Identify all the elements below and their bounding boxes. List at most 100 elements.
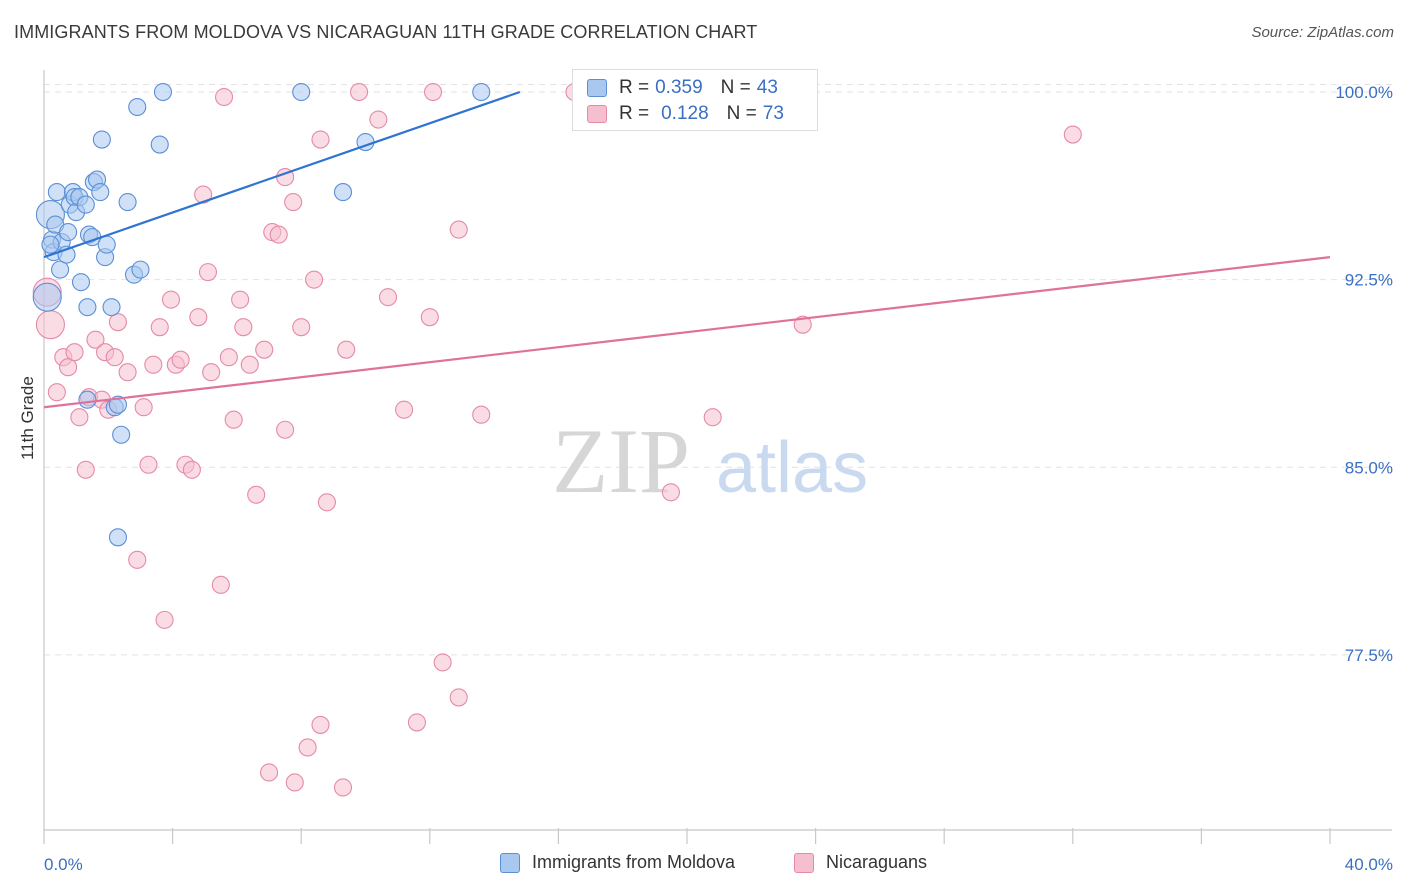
- point-nicaraguans: [433, 653, 452, 672]
- point-nicaraguans: [259, 763, 279, 782]
- legend-swatch-blue: [500, 852, 520, 873]
- point-nicaraguans: [407, 713, 426, 732]
- point-nicaraguans: [285, 773, 304, 792]
- trend-line-moldova: [43, 90, 521, 259]
- point-moldova: [97, 235, 116, 254]
- source-label: Source: ZipAtlas.com: [1251, 24, 1394, 41]
- x-tick-label: 0.0%: [44, 855, 83, 874]
- point-moldova: [472, 82, 491, 102]
- point-moldova: [112, 425, 131, 444]
- point-nicaraguans: [202, 363, 221, 382]
- point-moldova: [102, 298, 121, 317]
- point-nicaraguans: [276, 420, 295, 439]
- legend-r-value: 0.359: [655, 77, 703, 98]
- axes: [43, 70, 1392, 844]
- point-nicaraguans: [134, 398, 153, 417]
- point-nicaraguans: [182, 460, 201, 479]
- point-nicaraguans: [317, 493, 336, 512]
- legend-row-moldova: R = 0.359 N = 43: [587, 76, 778, 100]
- point-nicaraguans: [161, 290, 181, 309]
- point-moldova: [131, 260, 150, 279]
- point-moldova: [92, 130, 111, 149]
- point-nicaraguans: [65, 343, 84, 362]
- point-nicaraguans: [350, 82, 369, 102]
- point-nicaraguans: [59, 358, 78, 377]
- point-nicaraguans: [333, 778, 353, 797]
- y-axis-label: 11th Grade: [18, 376, 37, 460]
- point-nicaraguans: [423, 82, 443, 102]
- x-tick-label: 40.0%: [1345, 855, 1393, 874]
- point-nicaraguans: [311, 715, 330, 734]
- point-moldova: [118, 193, 137, 212]
- point-moldova: [91, 183, 110, 202]
- point-nicaraguans: [703, 408, 722, 427]
- series-legend: Immigrants from Moldova Nicaraguans: [0, 852, 1406, 878]
- point-nicaraguans: [420, 308, 439, 327]
- point-nicaraguans: [231, 290, 250, 309]
- point-nicaraguans: [337, 340, 356, 359]
- correlation-legend: R = 0.359 N = 43 R = 0.128 N = 73: [572, 69, 818, 131]
- point-nicaraguans: [378, 288, 398, 307]
- point-nicaraguans: [139, 455, 158, 474]
- legend-swatch-pink: [587, 105, 607, 123]
- y-tick-label: 77.5%: [1345, 646, 1393, 665]
- legend-swatch-pink: [794, 852, 814, 873]
- legend-row-nicaraguans: R = 0.128 N = 73: [587, 102, 784, 126]
- point-moldova: [150, 135, 169, 154]
- y-tick-label: 92.5%: [1345, 271, 1393, 290]
- point-nicaraguans: [298, 738, 317, 757]
- legend-n-value: 73: [762, 103, 784, 124]
- point-nicaraguans: [255, 340, 274, 359]
- point-nicaraguans: [198, 263, 218, 282]
- point-nicaraguans: [47, 383, 66, 402]
- y-tick-label: 85.0%: [1345, 458, 1393, 477]
- point-nicaraguans: [70, 408, 89, 427]
- point-nicaraguans: [369, 110, 388, 129]
- legend-label: Nicaraguans: [826, 852, 928, 872]
- point-nicaraguans: [144, 355, 163, 374]
- legend-item-nicaraguans[interactable]: Nicaraguans: [794, 852, 927, 873]
- point-nicaraguans: [219, 348, 238, 367]
- point-moldova: [333, 183, 353, 202]
- trend-lines: [43, 90, 1331, 409]
- point-moldova: [153, 82, 173, 102]
- legend-r-value: 0.128: [661, 103, 709, 124]
- point-nicaraguans: [108, 313, 127, 332]
- point-nicaraguans: [449, 688, 468, 707]
- point-nicaraguans: [171, 350, 190, 369]
- series-nicaraguans: [32, 82, 1082, 797]
- point-nicaraguans: [118, 363, 137, 382]
- point-nicaraguans: [155, 610, 174, 629]
- point-moldova: [128, 97, 147, 117]
- point-nicaraguans: [211, 575, 230, 594]
- point-nicaraguans: [105, 348, 124, 367]
- legend-label: Immigrants from Moldova: [532, 852, 736, 872]
- legend-n-label: N =: [726, 103, 757, 124]
- point-nicaraguans: [194, 185, 213, 204]
- y-tick-label: 100.0%: [1335, 83, 1393, 102]
- point-nicaraguans: [189, 308, 208, 327]
- legend-item-moldova[interactable]: Immigrants from Moldova: [500, 852, 735, 873]
- point-nicaraguans: [234, 318, 253, 337]
- point-moldova: [32, 282, 62, 312]
- point-nicaraguans: [269, 225, 288, 244]
- legend-n-value: 43: [756, 77, 778, 98]
- point-nicaraguans: [150, 318, 169, 337]
- point-moldova: [41, 235, 60, 254]
- point-moldova: [292, 82, 311, 102]
- point-moldova: [108, 528, 127, 547]
- point-nicaraguans: [311, 130, 330, 149]
- point-nicaraguans: [793, 315, 812, 334]
- point-nicaraguans: [472, 405, 491, 424]
- point-nicaraguans: [35, 310, 65, 340]
- point-nicaraguans: [284, 193, 303, 212]
- legend-swatch-blue: [587, 79, 607, 97]
- point-nicaraguans: [128, 550, 147, 569]
- point-nicaraguans: [76, 460, 95, 479]
- point-nicaraguans: [305, 270, 324, 289]
- point-moldova: [76, 195, 95, 214]
- point-nicaraguans: [661, 483, 680, 502]
- watermark-atlas: atlas: [716, 428, 868, 508]
- point-nicaraguans: [240, 355, 259, 374]
